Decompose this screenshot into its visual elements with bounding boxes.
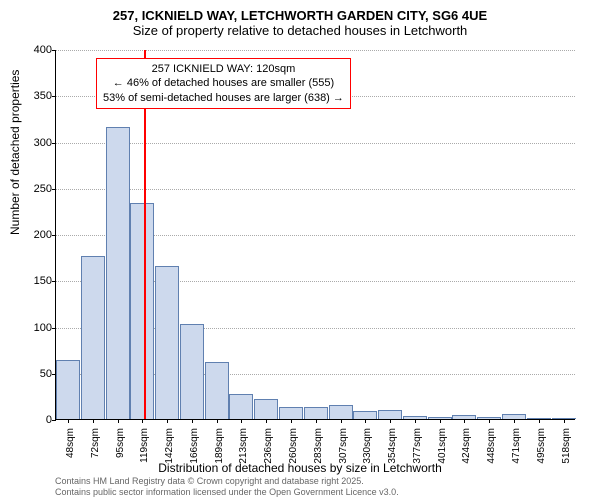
annotation-line1: 257 ICKNIELD WAY: 120sqm <box>103 62 344 76</box>
bar <box>353 411 377 419</box>
x-tick-mark <box>167 419 168 423</box>
y-tick-label: 350 <box>22 90 52 102</box>
x-tick-mark <box>489 419 490 423</box>
y-tick-mark <box>52 328 56 329</box>
y-tick-label: 300 <box>22 137 52 149</box>
x-tick-mark <box>539 419 540 423</box>
y-tick-label: 0 <box>22 414 52 426</box>
bar <box>229 394 253 419</box>
gridline <box>56 189 575 190</box>
bar <box>378 410 402 419</box>
y-tick-label: 400 <box>22 44 52 56</box>
x-tick-mark <box>390 419 391 423</box>
bar <box>106 127 130 419</box>
x-tick-mark <box>316 419 317 423</box>
bar <box>56 360 80 419</box>
x-tick-mark <box>118 419 119 423</box>
x-tick-mark <box>440 419 441 423</box>
plot-area: 257 ICKNIELD WAY: 120sqm ← 46% of detach… <box>55 50 575 420</box>
y-tick-label: 50 <box>22 368 52 380</box>
y-tick-mark <box>52 420 56 421</box>
x-tick-mark <box>415 419 416 423</box>
title-line1: 257, ICKNIELD WAY, LETCHWORTH GARDEN CIT… <box>0 8 600 23</box>
y-tick-mark <box>52 281 56 282</box>
x-tick-mark <box>464 419 465 423</box>
x-tick-mark <box>192 419 193 423</box>
x-tick-mark <box>217 419 218 423</box>
x-tick-mark <box>142 419 143 423</box>
bar <box>180 324 204 419</box>
bar <box>155 266 179 419</box>
x-tick-mark <box>365 419 366 423</box>
bar <box>81 256 105 419</box>
footer: Contains HM Land Registry data © Crown c… <box>55 476 399 498</box>
bar <box>304 407 328 419</box>
y-tick-mark <box>52 235 56 236</box>
y-tick-label: 250 <box>22 183 52 195</box>
y-tick-label: 100 <box>22 322 52 334</box>
x-tick-mark <box>68 419 69 423</box>
bar <box>329 405 353 419</box>
y-tick-mark <box>52 189 56 190</box>
annotation-line3: 53% of semi-detached houses are larger (… <box>103 91 344 105</box>
x-tick-mark <box>564 419 565 423</box>
x-tick-mark <box>241 419 242 423</box>
annotation-box: 257 ICKNIELD WAY: 120sqm ← 46% of detach… <box>96 58 351 109</box>
x-tick-mark <box>291 419 292 423</box>
y-tick-mark <box>52 96 56 97</box>
gridline <box>56 50 575 51</box>
y-tick-mark <box>52 50 56 51</box>
x-tick-mark <box>514 419 515 423</box>
footer-line1: Contains HM Land Registry data © Crown c… <box>55 476 399 487</box>
x-axis-label: Distribution of detached houses by size … <box>0 461 600 475</box>
gridline <box>56 143 575 144</box>
y-tick-label: 150 <box>22 275 52 287</box>
chart-title: 257, ICKNIELD WAY, LETCHWORTH GARDEN CIT… <box>0 0 600 42</box>
bar <box>130 203 154 419</box>
y-tick-label: 200 <box>22 229 52 241</box>
y-tick-mark <box>52 374 56 375</box>
bar <box>254 399 278 419</box>
x-tick-mark <box>266 419 267 423</box>
x-tick-mark <box>93 419 94 423</box>
y-tick-mark <box>52 143 56 144</box>
footer-line2: Contains public sector information licen… <box>55 487 399 498</box>
chart-container: 257, ICKNIELD WAY, LETCHWORTH GARDEN CIT… <box>0 0 600 500</box>
x-tick-mark <box>341 419 342 423</box>
annotation-line2: ← 46% of detached houses are smaller (55… <box>103 76 344 90</box>
bar <box>205 362 229 419</box>
y-axis-label: Number of detached properties <box>8 70 22 235</box>
bar <box>279 407 303 419</box>
title-line2: Size of property relative to detached ho… <box>0 23 600 38</box>
